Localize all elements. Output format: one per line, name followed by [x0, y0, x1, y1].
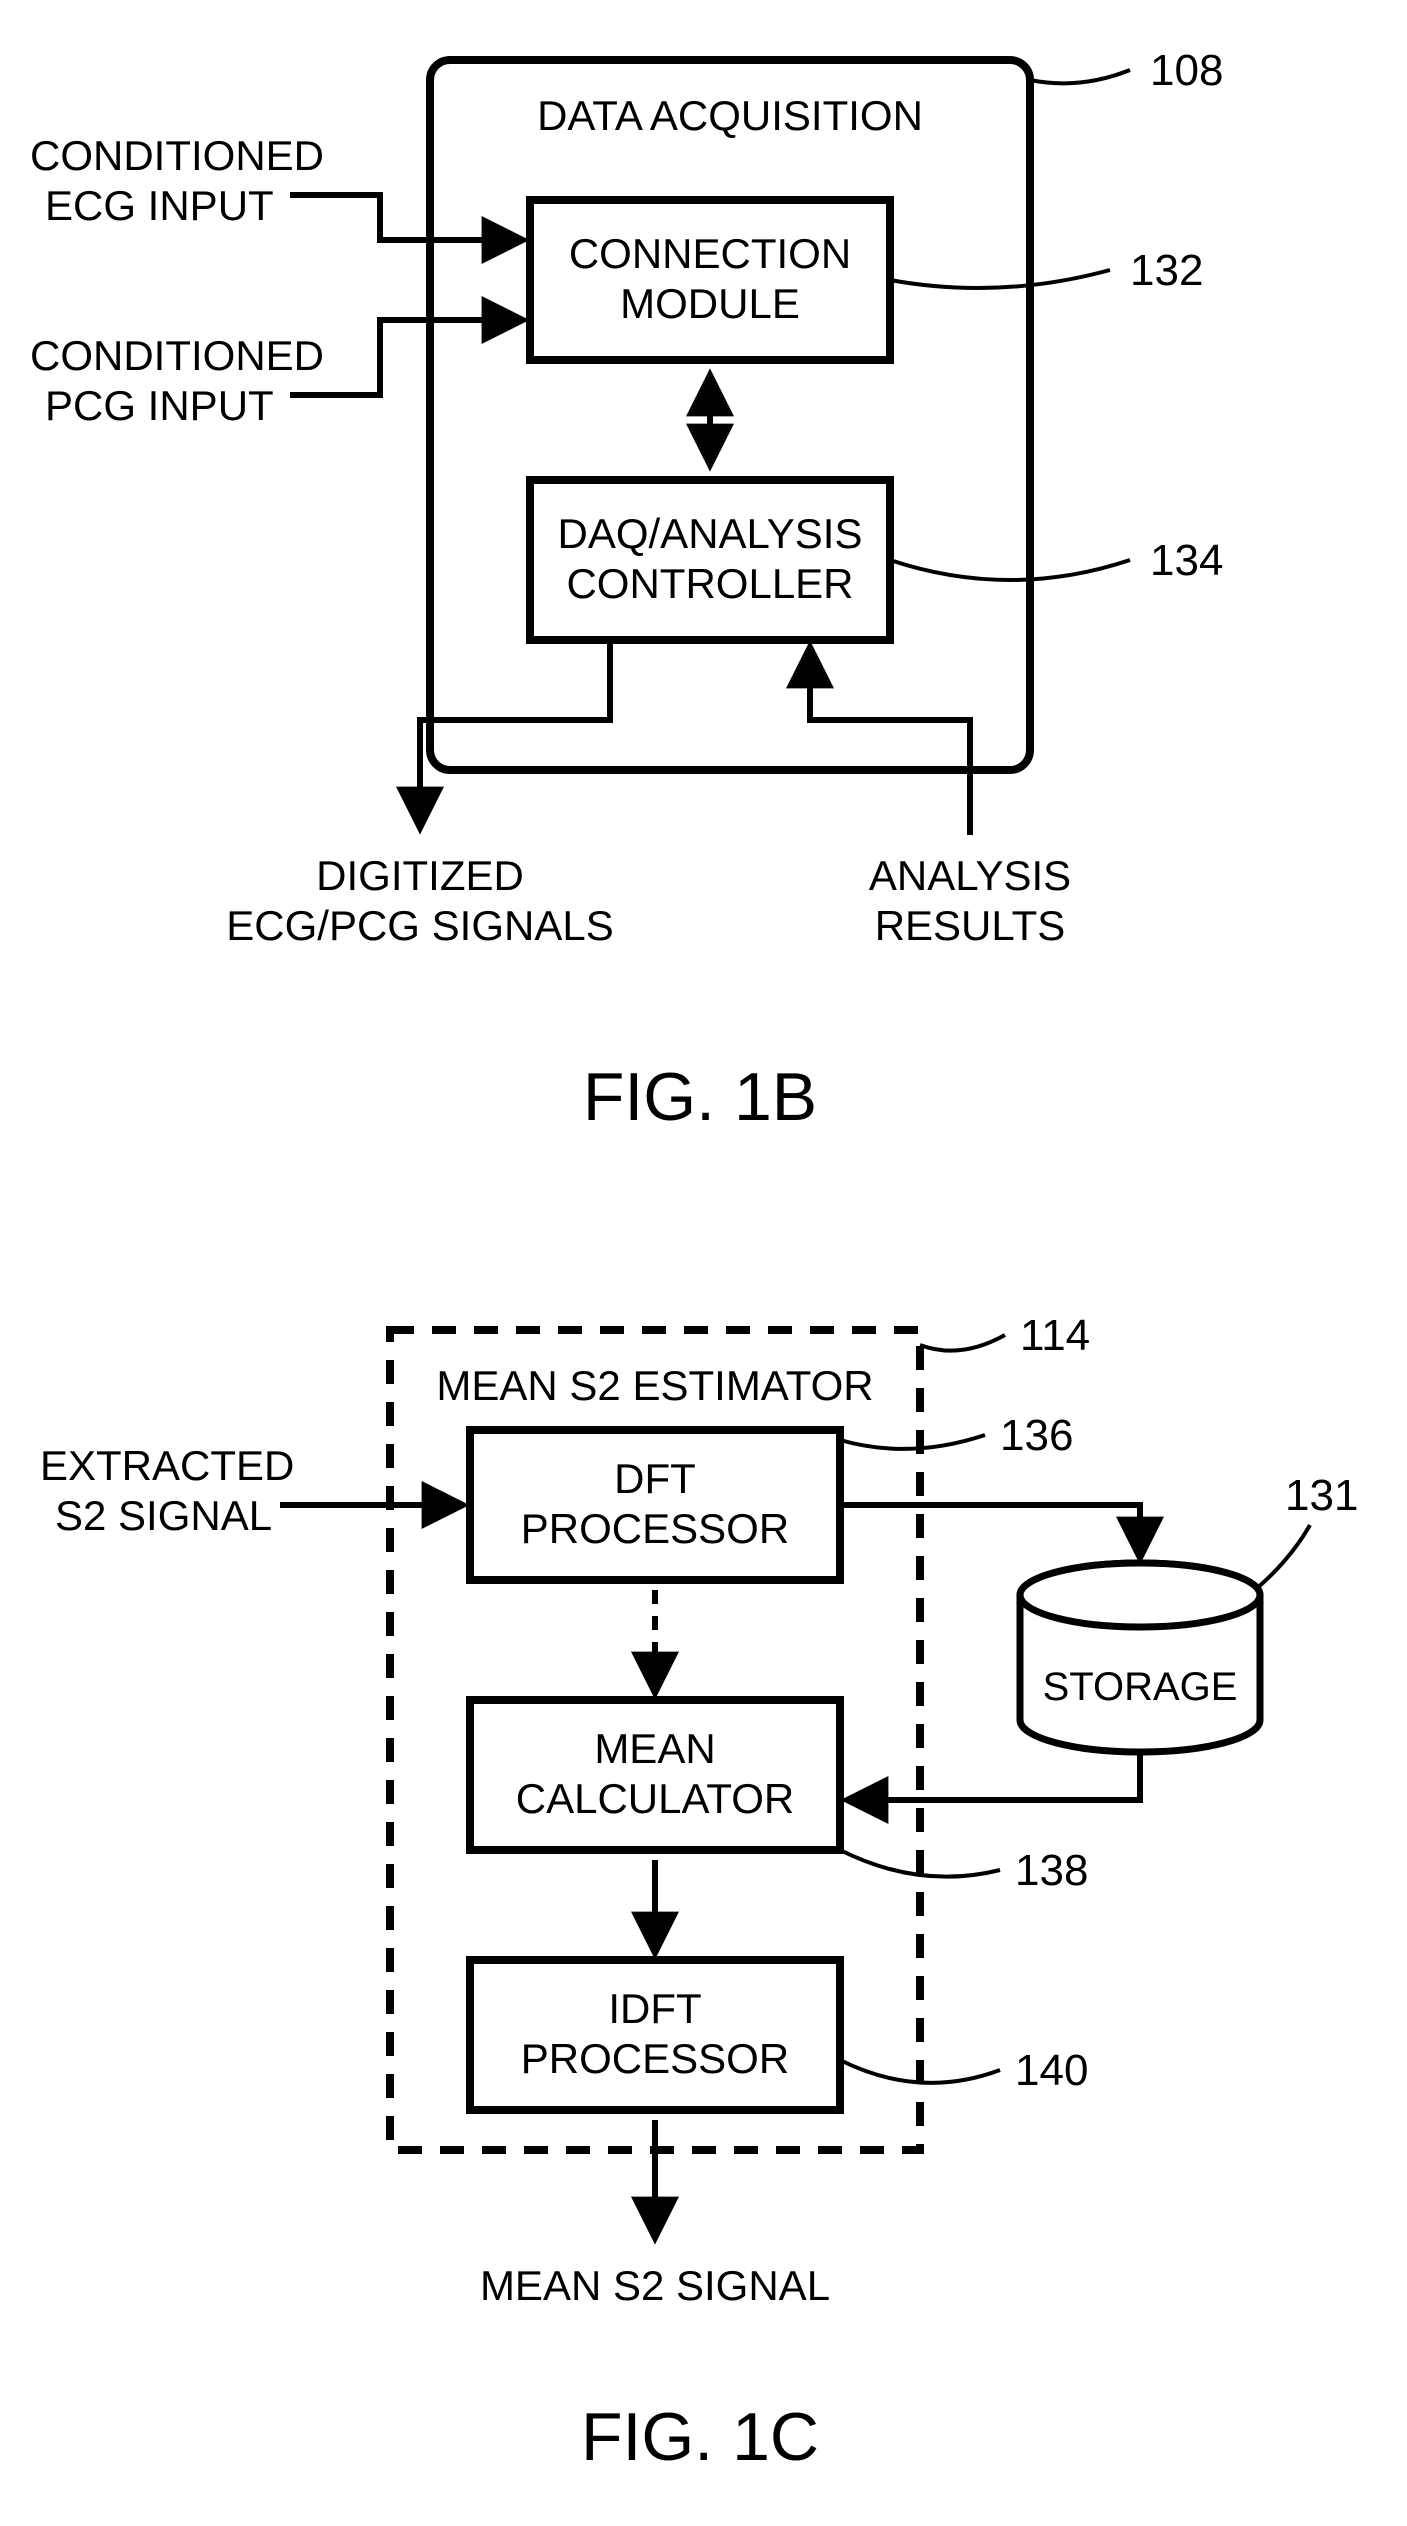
ref-132-lead — [890, 270, 1110, 288]
pcg-input-arrow — [290, 320, 520, 395]
digitized-output-arrow — [420, 640, 610, 825]
ref-114-lead — [920, 1335, 1005, 1351]
dft-label-1: DFT — [614, 1455, 696, 1502]
fig1b-title: DATA ACQUISITION — [537, 92, 923, 139]
fig1b-outer-box — [430, 60, 1030, 770]
ref-136-lead — [840, 1435, 985, 1449]
idft-label-1: IDFT — [608, 1985, 701, 2032]
storage-cylinder — [1020, 1563, 1260, 1752]
ref-108-lead — [1030, 70, 1130, 83]
ref-140: 140 — [1015, 2046, 1088, 2095]
daq-controller-label-2: CONTROLLER — [566, 560, 853, 607]
storage-label: STORAGE — [1043, 1665, 1238, 1709]
ref-132: 132 — [1130, 246, 1203, 295]
fig1b-caption: FIG. 1B — [583, 1059, 817, 1135]
ecg-input-label-1: CONDITIONED — [30, 132, 324, 179]
analysis-results-arrow — [810, 650, 970, 835]
ref-134: 134 — [1150, 536, 1223, 585]
mean-label-2: CALCULATOR — [516, 1775, 795, 1822]
mean-label-1: MEAN — [594, 1725, 715, 1772]
connection-module-label-2: MODULE — [620, 280, 800, 327]
ecg-input-label-2: ECG INPUT — [45, 182, 274, 229]
diagram-svg: DATA ACQUISITION CONNECTION MODULE DAQ/A… — [0, 0, 1407, 2526]
analysis-label-1: ANALYSIS — [869, 852, 1071, 899]
connection-module-label-1: CONNECTION — [569, 230, 851, 277]
ref-136: 136 — [1000, 1411, 1073, 1460]
storage-mean-arrow — [850, 1752, 1140, 1800]
extracted-s2-label-1: EXTRACTED — [40, 1442, 294, 1489]
mean-s2-output-label: MEAN S2 SIGNAL — [480, 2262, 830, 2309]
ref-138: 138 — [1015, 1846, 1088, 1895]
ecg-input-arrow — [290, 195, 520, 240]
fig1c-title: MEAN S2 ESTIMATOR — [436, 1362, 873, 1409]
fig1c-caption: FIG. 1C — [581, 2399, 819, 2475]
daq-controller-label-1: DAQ/ANALYSIS — [558, 510, 863, 557]
digitized-label-1: DIGITIZED — [316, 852, 524, 899]
idft-label-2: PROCESSOR — [521, 2035, 789, 2082]
pcg-input-label-2: PCG INPUT — [45, 382, 274, 429]
extracted-s2-label-2: S2 SIGNAL — [55, 1492, 272, 1539]
ref-131: 131 — [1285, 1471, 1358, 1520]
analysis-label-2: RESULTS — [875, 902, 1066, 949]
ref-131-lead — [1255, 1525, 1310, 1590]
dft-label-2: PROCESSOR — [521, 1505, 789, 1552]
pcg-input-label-1: CONDITIONED — [30, 332, 324, 379]
digitized-label-2: ECG/PCG SIGNALS — [226, 902, 613, 949]
ref-114: 114 — [1020, 1311, 1090, 1360]
ref-108: 108 — [1150, 46, 1223, 95]
dft-storage-arrow — [840, 1505, 1140, 1555]
ref-134-lead — [890, 560, 1130, 580]
